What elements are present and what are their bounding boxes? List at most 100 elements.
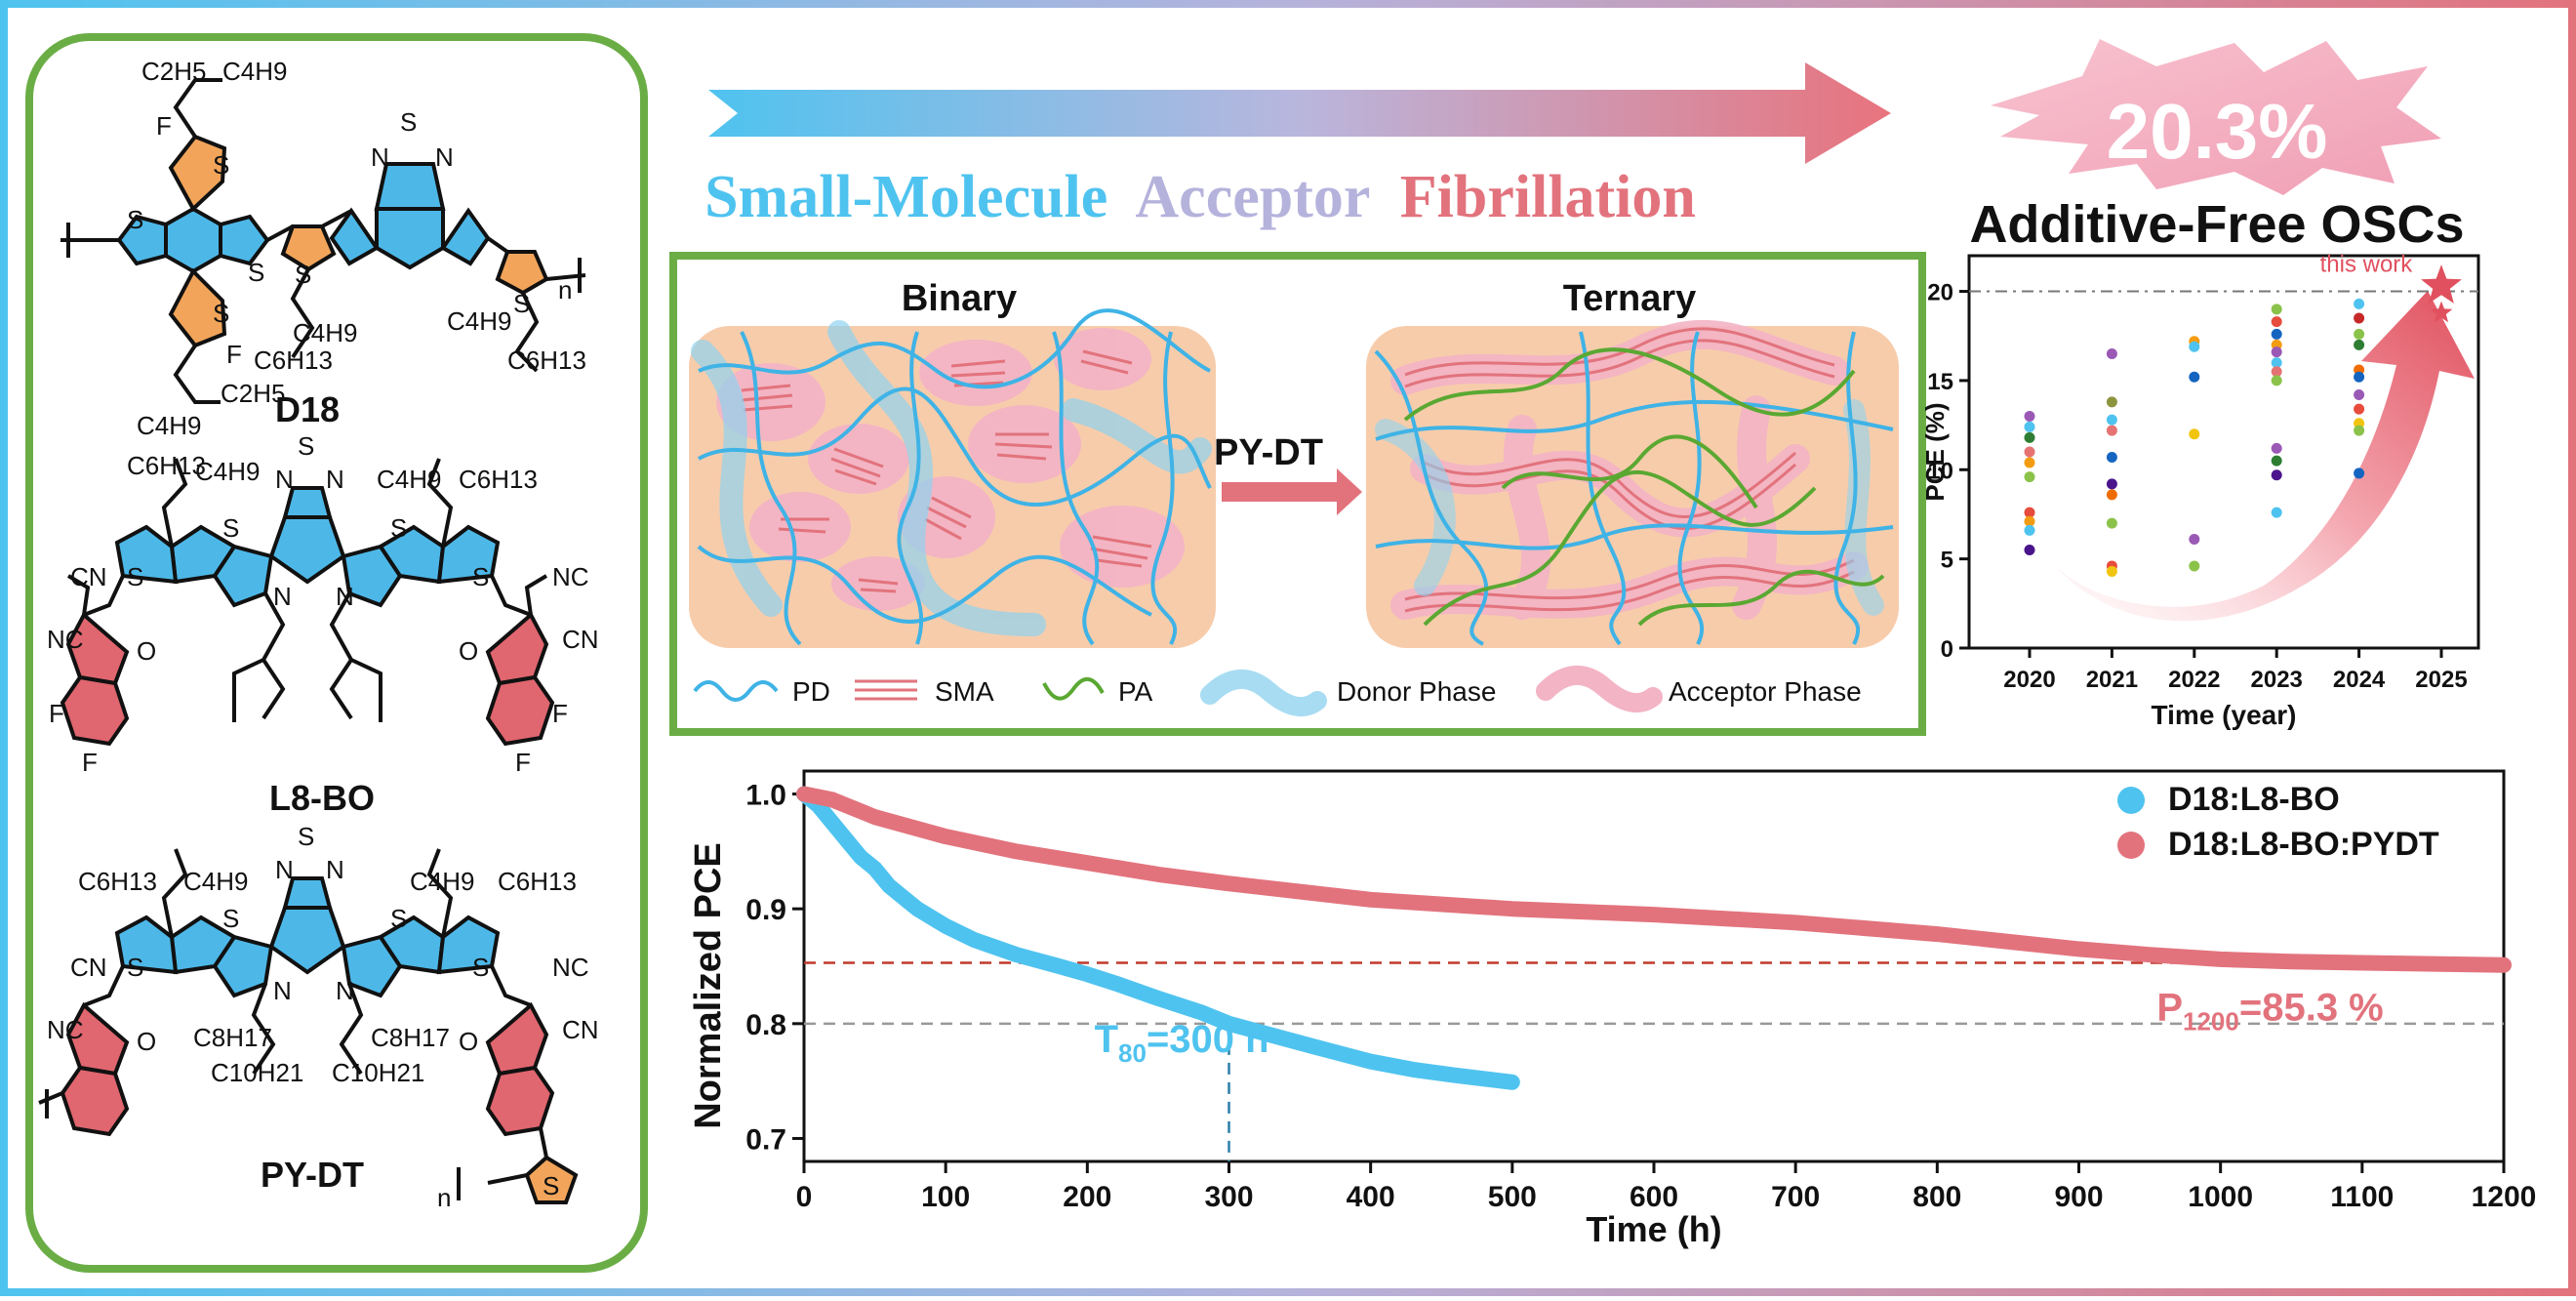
scatter-point (2189, 560, 2200, 572)
scatter-point (2354, 339, 2365, 350)
series-1-line (796, 786, 1520, 1090)
scatter-point (2189, 428, 2200, 440)
l8bo-atom-17: F (552, 699, 568, 728)
d18-sub-6: C2H5 (221, 379, 285, 408)
d18-atom-7: N (371, 142, 389, 172)
stability-chart: 0.7 0.8 0.9 1.0 0 100 200 300 400 500 600 700 800 900… (688, 769, 2537, 1249)
scatter-point (2189, 534, 2200, 546)
banner-word-0: Small-Molecule (704, 164, 1107, 230)
t80-sub: 80 (1118, 1038, 1147, 1068)
l8bo-labels: C6H13 C4H9 C4H9 C6H13 S N N S S S S N N … (47, 431, 599, 777)
d18-atom-2: S (213, 150, 229, 180)
d18-label: D18 (275, 389, 340, 429)
pydt-sub-4: C8H17 (193, 1023, 272, 1052)
l8bo-sub-1: C4H9 (195, 457, 260, 486)
pydt-sub-0: C6H13 (78, 867, 157, 896)
scatter-y-tick-label: 10 (1927, 458, 1953, 484)
ternary-morphology (1366, 319, 1899, 648)
this-work-star (2421, 264, 2462, 304)
pydt-sub-2: C4H9 (410, 867, 474, 896)
d18-atom-0: F (156, 111, 172, 141)
legend-label-2: D18:L8-BO:PYDT (2168, 826, 2439, 863)
pydt-structure (38, 848, 579, 1204)
headline-title: Additive-Free OSCs (1969, 195, 2464, 254)
pydt-atom-11: NC (552, 953, 589, 982)
scatter-point (2189, 371, 2200, 383)
pydt-atom-9: CN (70, 953, 107, 982)
scatter-point (2024, 524, 2035, 536)
stability-x-tick-label: 700 (1771, 1181, 1820, 1213)
morphology-legend: PD SMA PA Donor Phase Acceptor Phase (693, 665, 1862, 717)
scatter-point (2354, 298, 2365, 309)
scatter-x-tick-label: 2023 (2251, 667, 2303, 693)
stability-x-tick-label: 1200 (2472, 1181, 2537, 1213)
stability-y-tick-label: 0.8 (745, 1009, 786, 1041)
t80-main: T (1095, 1018, 1118, 1061)
scatter-x-tick-label: 2024 (2333, 667, 2386, 693)
pydt-atom-10: NC (47, 1015, 84, 1044)
p1200-rest: =85.3 % (2239, 986, 2384, 1029)
d18-sub-0: C2H5 (141, 57, 206, 86)
legend-acceptor: Acceptor Phase (1669, 676, 1862, 707)
stability-x-tick-label: 1100 (2330, 1181, 2394, 1213)
pydt-atom-0: S (298, 822, 314, 851)
scatter-point (2271, 316, 2282, 328)
pydt-atom-1: N (275, 855, 294, 884)
l8bo-sub-2: C4H9 (377, 465, 441, 494)
l8bo-structure (60, 458, 555, 747)
molecule-panel: C2H5 C4H9 C6H13 C4H9 C4H9 C6H13 C2H5 C4H… (25, 33, 648, 1273)
scatter-point (2024, 507, 2035, 518)
scatter-point (2106, 451, 2117, 463)
stability-y-tick-label: 0.9 (745, 894, 786, 926)
d18-atom-3: S (127, 205, 143, 234)
stability-x-tick-label: 500 (1488, 1181, 1537, 1213)
scatter-point (2354, 403, 2365, 415)
d18-atom-5: S (213, 299, 229, 328)
d18-sub-5: C6H13 (507, 346, 586, 375)
d18-sub-1: C4H9 (222, 57, 287, 86)
scatter-point (2024, 545, 2035, 555)
scatter-point (2106, 396, 2117, 408)
l8bo-sub-3: C6H13 (459, 465, 538, 494)
scatter-point (2024, 446, 2035, 458)
this-work-star (2430, 301, 2453, 323)
l8bo-atom-16: F (82, 748, 98, 777)
scatter-point (2106, 489, 2117, 501)
binary-morphology (689, 308, 1216, 648)
scatter-y-tick-label: 15 (1927, 369, 1953, 395)
stability-x-tick-label: 800 (1912, 1181, 1961, 1213)
headline-burst (1991, 39, 2441, 195)
scatter-point (2024, 421, 2035, 432)
series-2-line (796, 786, 2512, 973)
stability-x-tick-label: 300 (1204, 1181, 1253, 1213)
scatter-point (2354, 389, 2365, 401)
scatter-point (2106, 348, 2117, 359)
morphology-panel: Binary Ternary (669, 252, 1926, 736)
legend-pd-swatch (693, 680, 779, 702)
pydt-atom-12: CN (562, 1015, 599, 1044)
d18-atom-6: S (295, 260, 311, 289)
stability-x-tick-label: 0 (796, 1181, 813, 1213)
l8bo-atom-1: N (275, 465, 294, 494)
d18-atom-4: S (248, 258, 264, 287)
pydt-atom-13: O (137, 1027, 156, 1056)
pydt-atom-4: S (390, 904, 407, 933)
d18-atom-8: N (435, 142, 454, 172)
stability-x-tick-label: 600 (1630, 1181, 1678, 1213)
l8bo-atom-9: CN (70, 562, 107, 591)
legend-donor-swatch (1200, 669, 1327, 717)
scatter-point (2271, 442, 2282, 454)
legend-marker-1 (2117, 787, 2145, 814)
scatter-point (2271, 455, 2282, 467)
d18-sub-4: C4H9 (447, 306, 511, 336)
l8bo-atom-18: F (515, 748, 531, 777)
l8bo-label: L8-BO (269, 778, 375, 818)
l8bo-atom-14: O (459, 636, 478, 666)
pydt-label: PY-DT (261, 1155, 364, 1195)
pydt-arrow (1222, 468, 1362, 515)
scatter-x-label: Time (year) (2152, 700, 2297, 730)
legend-sma: SMA (935, 676, 994, 707)
scatter-x-tick-label: 2020 (2003, 667, 2055, 693)
scatter-point (2271, 469, 2282, 481)
